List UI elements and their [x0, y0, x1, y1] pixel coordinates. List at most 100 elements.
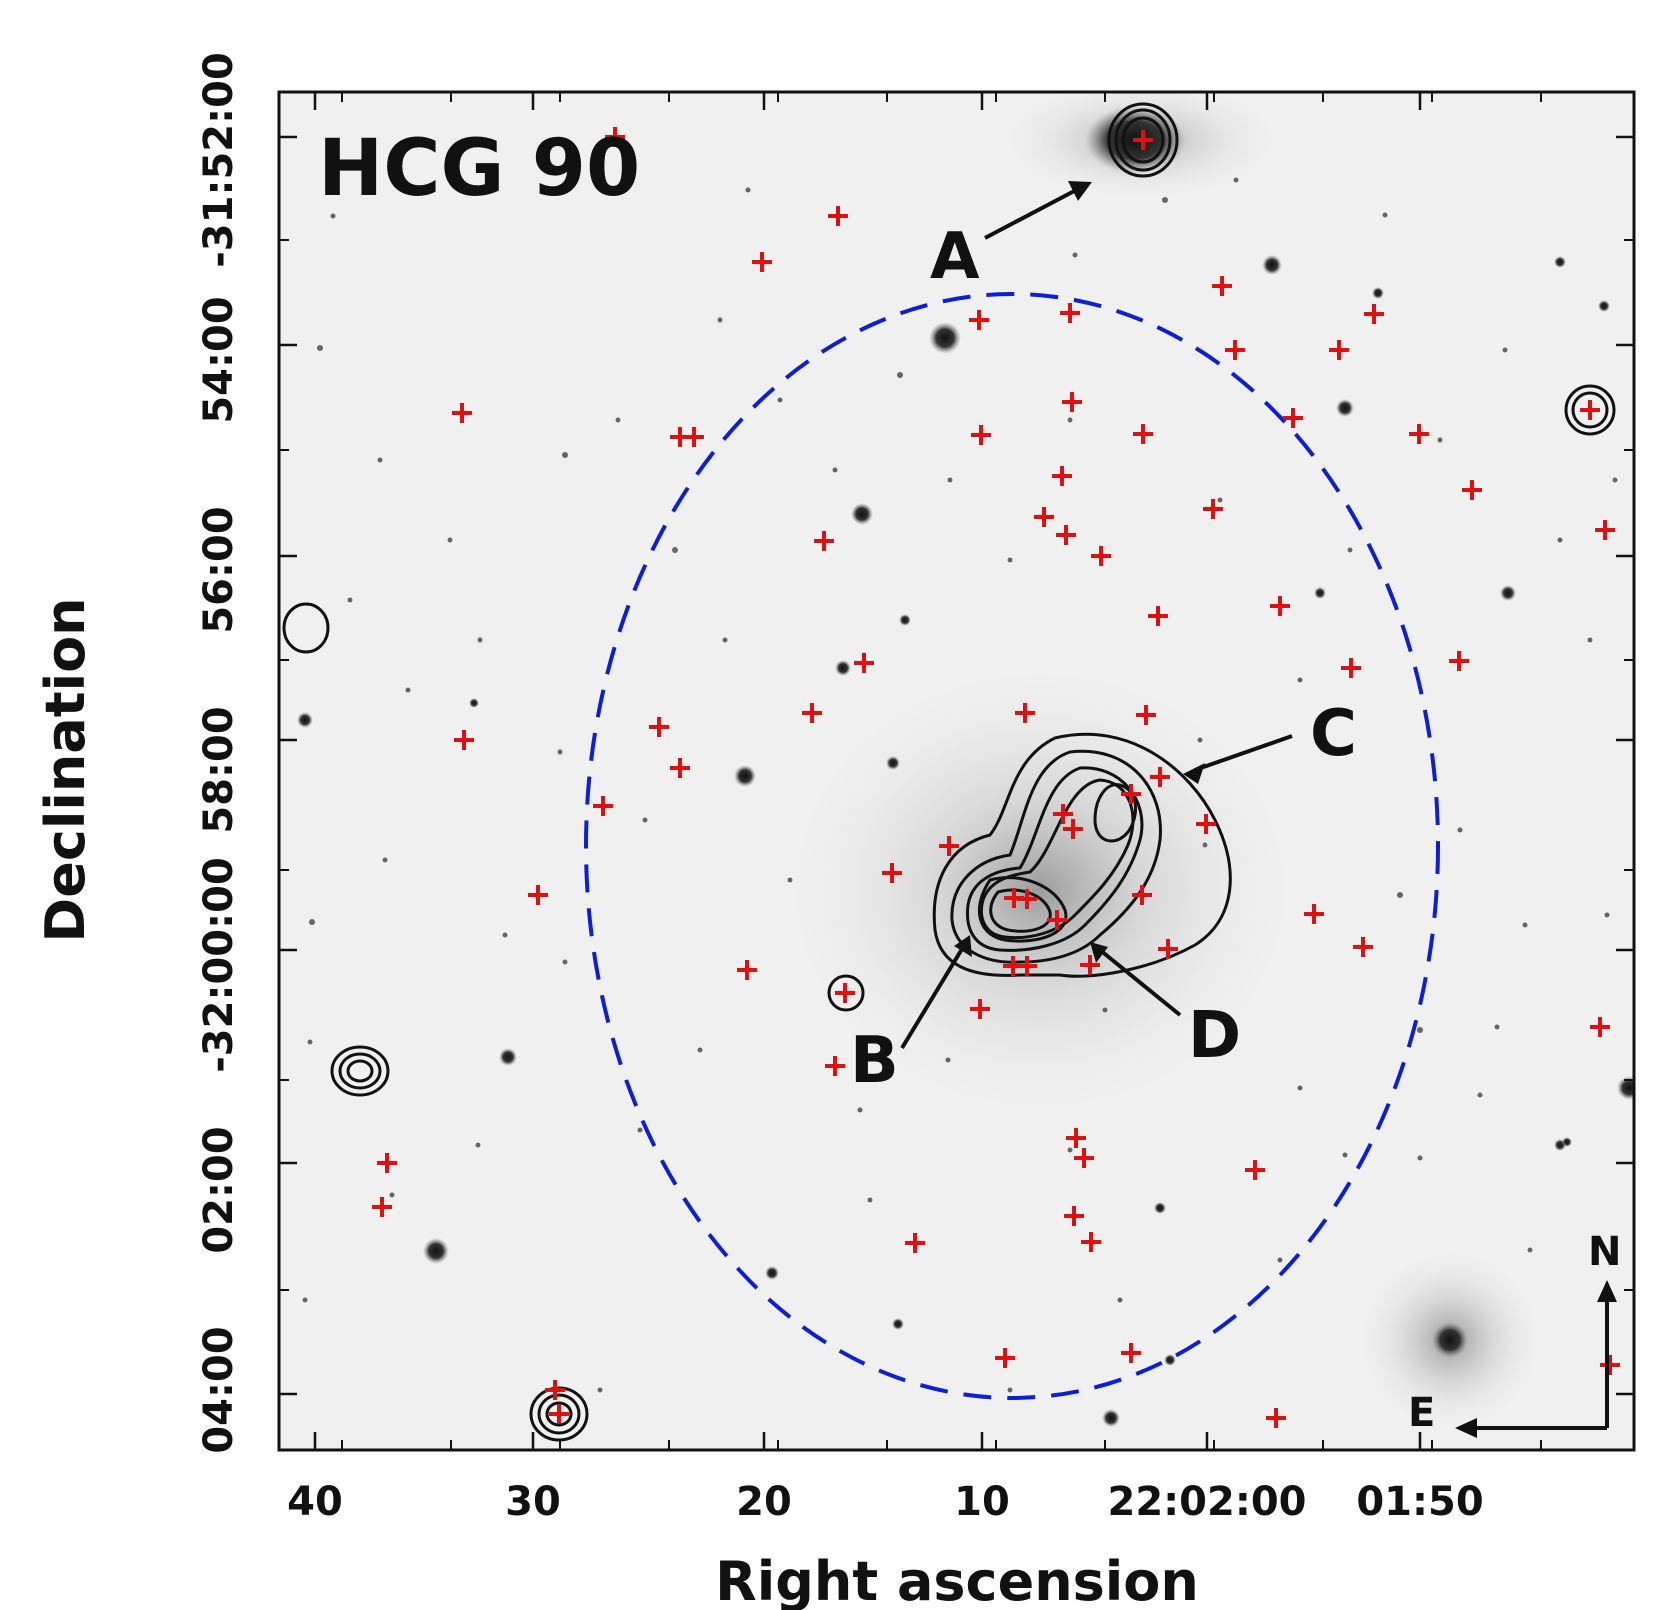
- source-marker: [1074, 1148, 1094, 1168]
- y-tick-label: -32:00:00: [196, 857, 242, 1073]
- source-marker: [1283, 408, 1303, 428]
- plot-frame: [277, 90, 1636, 1452]
- source-marker: [1595, 520, 1615, 540]
- source-marker: [1034, 507, 1054, 527]
- source-marker: [649, 717, 669, 737]
- source-marker: [1060, 303, 1080, 323]
- compass-north: N: [1588, 1229, 1621, 1275]
- source-marker: [854, 653, 874, 673]
- y-tick-label: -31:52:00: [196, 52, 242, 268]
- source-marker: [1449, 651, 1469, 671]
- label-galaxy-c: C: [1310, 697, 1357, 771]
- source-marker: [1047, 910, 1067, 930]
- source-marker: [454, 730, 474, 750]
- source-marker: [1266, 1408, 1286, 1428]
- faint-sources: [302, 177, 1618, 1393]
- source-marker: [1062, 392, 1082, 412]
- source-marker: [684, 427, 704, 447]
- compass: [1455, 1280, 1617, 1438]
- source-marker: [835, 983, 855, 1003]
- source-marker: [605, 127, 625, 147]
- source-marker: [828, 206, 848, 226]
- source-marker: [528, 885, 548, 905]
- y-tick-label: 58:00: [196, 706, 242, 833]
- source-marker: [1245, 1160, 1265, 1180]
- source-marker: [1304, 904, 1324, 924]
- source-marker: [1066, 1128, 1086, 1148]
- source-marker: [825, 1056, 845, 1076]
- x-tick-label: 30: [505, 1479, 561, 1525]
- y-tick-label: 04:00: [196, 1326, 242, 1453]
- label-galaxy-b: B: [850, 1024, 899, 1098]
- y-tick-label: 56:00: [196, 506, 242, 633]
- source-marker: [593, 796, 613, 816]
- source-marker: [752, 252, 772, 272]
- source-marker: [670, 758, 690, 778]
- x-tick-labels: 40 30 20 10 22:02:00 01:50: [287, 1479, 1484, 1525]
- compass-east: E: [1408, 1390, 1435, 1436]
- source-marker: [1132, 885, 1152, 905]
- x-tick-label: 22:02:00: [1108, 1479, 1307, 1525]
- source-marker: [905, 1233, 925, 1253]
- source-marker: [1150, 767, 1170, 787]
- source-marker: [1063, 819, 1083, 839]
- source-marker: [1053, 804, 1073, 824]
- axis-ticks: [279, 92, 1634, 1450]
- x-tick-label: 10: [954, 1479, 1010, 1525]
- source-marker: [1017, 889, 1037, 909]
- source-marker: [1158, 939, 1178, 959]
- source-marker: [802, 703, 822, 723]
- source-marker: [1203, 499, 1223, 519]
- x-tick-label: 40: [287, 1479, 343, 1525]
- x-tick-label: 01:50: [1356, 1479, 1483, 1525]
- y-tick-label: 54:00: [196, 296, 242, 423]
- galaxy-annotations: [900, 181, 1293, 1050]
- source-marker: [549, 1404, 569, 1424]
- source-marker: [939, 836, 959, 856]
- y-axis-label: Declination: [34, 597, 97, 942]
- source-marker: [1196, 814, 1216, 834]
- source-marker: [1091, 546, 1111, 566]
- source-marker: [1409, 424, 1429, 444]
- source-marker: [1121, 784, 1141, 804]
- source-marker: [1148, 606, 1168, 626]
- source-marker: [1052, 466, 1072, 486]
- source-marker: [1225, 340, 1245, 360]
- source-marker: [995, 1348, 1015, 1368]
- source-marker: [1580, 400, 1600, 420]
- source-marker: [1353, 937, 1373, 957]
- source-marker: [372, 1197, 392, 1217]
- source-marker: [1462, 480, 1482, 500]
- source-marker: [970, 999, 990, 1019]
- source-marker: [1364, 304, 1384, 324]
- source-marker: [1015, 703, 1035, 723]
- source-marker: [1133, 424, 1153, 444]
- source-marker: [545, 1380, 565, 1400]
- figure-title: HCG 90: [318, 124, 640, 214]
- source-marker: [1017, 956, 1037, 976]
- source-marker: [737, 960, 757, 980]
- source-marker: [1341, 658, 1361, 678]
- search-radius-ellipse: [584, 292, 1440, 1400]
- source-marker: [882, 863, 902, 883]
- source-marker: [1133, 130, 1153, 150]
- source-marker: [1600, 1355, 1620, 1375]
- x-axis-label: Right ascension: [715, 1550, 1199, 1610]
- label-galaxy-a: A: [930, 220, 980, 294]
- y-tick-labels: -31:52:00 54:00 56:00 58:00 -32:00:00 02…: [196, 52, 242, 1453]
- source-marker: [969, 310, 989, 330]
- source-marker: [1121, 1343, 1141, 1363]
- source-marker: [1080, 955, 1100, 975]
- bright-sources: [297, 255, 1634, 1427]
- source-marker: [1212, 276, 1232, 296]
- source-marker: [452, 403, 472, 423]
- source-marker: [1056, 525, 1076, 545]
- source-marker: [1590, 1017, 1610, 1037]
- x-tick-label: 20: [736, 1479, 792, 1525]
- radio-contours: [282, 102, 1616, 1442]
- source-marker: [377, 1153, 397, 1173]
- source-marker: [1329, 340, 1349, 360]
- label-galaxy-d: D: [1188, 999, 1241, 1073]
- source-marker: [971, 425, 991, 445]
